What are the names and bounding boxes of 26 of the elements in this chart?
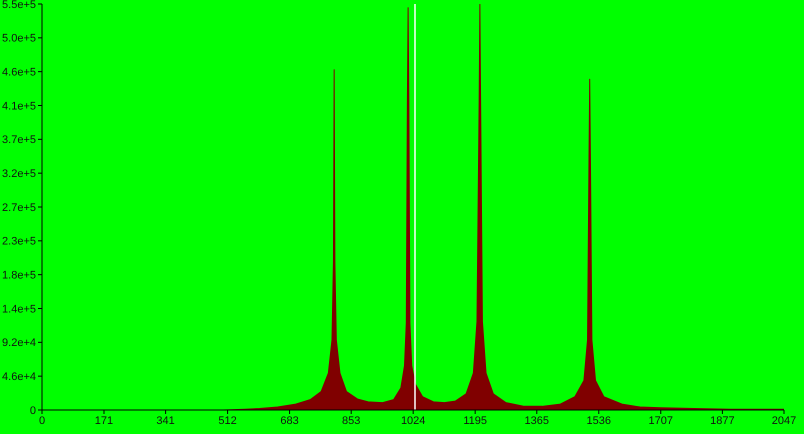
x-tick-label: 1877 [710,414,735,427]
x-tick-label: 341 [156,414,175,427]
x-tick-label: 1365 [524,414,550,427]
y-tick-label: 5.5e+5 [2,0,36,11]
y-tick-label: 2.7e+5 [2,202,36,214]
y-tick-label: 4.6e+4 [2,371,36,384]
x-tick-label: 1707 [648,414,673,427]
y-tick-label: 4.1e+5 [2,100,36,112]
y-tick-label: 4.6e+5 [2,66,36,79]
y-tick-label: 5.0e+5 [2,32,36,45]
y-tick-label: 3.2e+5 [2,168,36,180]
x-tick-label: 2047 [772,414,796,427]
x-tick-label: 171 [94,414,114,427]
x-tick-label: 1195 [463,414,487,427]
x-tick-label: 0 [38,414,46,427]
y-tick-label: 1.8e+5 [2,270,36,282]
x-tick-label: 683 [280,414,299,427]
y-tick-label: 3.7e+5 [2,134,36,146]
x-tick-label: 1024 [400,414,426,427]
y-tick-label: 9.2e+4 [2,337,36,350]
y-tick-label: 2.3e+5 [2,236,36,248]
x-tick-label: 1536 [586,414,612,427]
x-tick-label: 853 [342,414,360,427]
y-tick-label: 0 [30,404,36,417]
y-tick-label: 1.4e+5 [2,303,36,316]
x-tick-label: 512 [218,414,237,427]
